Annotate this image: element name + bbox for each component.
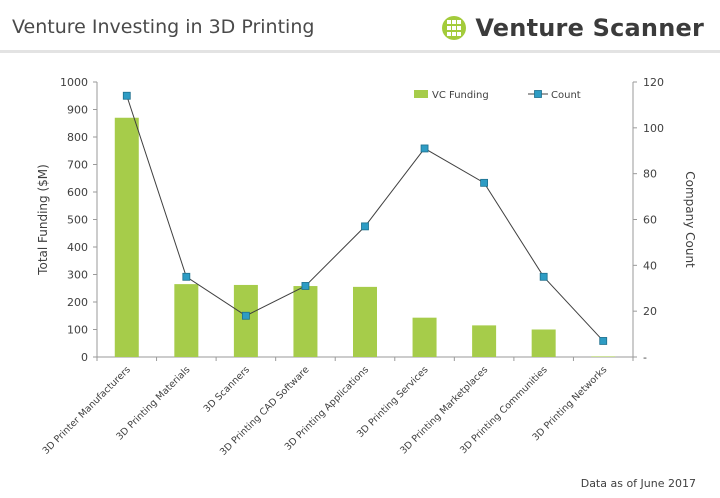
right-axis-tick-label: 60: [643, 214, 657, 227]
left-axis-tick-label: 600: [67, 186, 88, 199]
funding-bar: [293, 286, 318, 357]
company-count-marker: [361, 222, 369, 231]
left-axis-tick-label: 900: [67, 104, 88, 117]
left-axis-tick-label: 800: [67, 131, 88, 144]
header-divider: [0, 50, 720, 53]
brand-name: Venture Scanner: [475, 14, 704, 42]
company-count-marker: [420, 144, 429, 153]
data-date-footnote: Data as of June 2017: [580, 477, 696, 490]
company-count-marker: [539, 272, 548, 281]
right-axis-tick-label: 20: [643, 305, 657, 318]
brand-logo: Venture Scanner: [441, 11, 704, 45]
company-count-marker: [122, 91, 131, 100]
left-axis-tick-label: 0: [81, 351, 88, 364]
left-axis-tick-label: 500: [67, 214, 88, 227]
funding-bar: [174, 284, 199, 357]
company-count-marker: [480, 178, 489, 187]
legend-vc-funding-label: VC Funding: [432, 90, 489, 101]
legend-vc-funding-swatch: [414, 90, 428, 98]
right-axis-tick-label: 120: [643, 76, 664, 89]
funding-bar: [353, 286, 377, 357]
left-axis-tick-label: 400: [67, 241, 88, 254]
company-count-marker: [241, 311, 250, 320]
right-axis-tick-label: 100: [643, 122, 664, 135]
company-count-marker: [599, 337, 608, 345]
funding-bar: [412, 317, 437, 357]
funding-bar: [531, 329, 556, 357]
left-axis-tick-label: 700: [67, 159, 88, 172]
category-label: 3D Printer Manufacturers: [41, 364, 133, 456]
left-axis-tick-label: 100: [67, 324, 88, 337]
legend-count-label: Count: [551, 90, 581, 101]
venture-scanner-logo-icon: [442, 16, 467, 40]
funding-bar: [233, 284, 258, 357]
funding-bar: [114, 117, 139, 357]
left-axis-tick-label: 300: [67, 269, 88, 282]
company-count-marker: [301, 282, 310, 290]
right-axis-tick-label: 80: [643, 168, 657, 181]
left-axis-tick-label: 200: [67, 296, 88, 309]
funding-bar: [591, 356, 616, 357]
right-axis-title: Company Count: [683, 171, 697, 268]
right-axis-tick-label: 40: [643, 259, 657, 272]
funding-bar: [472, 325, 497, 357]
left-axis-tick-label: 1000: [60, 76, 88, 89]
page-title: Venture Investing in 3D Printing: [12, 16, 315, 38]
left-axis-title: Total Funding ($M): [36, 164, 50, 276]
category-label: 3D Scanners: [202, 364, 252, 414]
right-axis-tick-label: -: [643, 351, 647, 364]
legend-count-marker: [534, 90, 542, 98]
company-count-marker: [182, 272, 191, 281]
